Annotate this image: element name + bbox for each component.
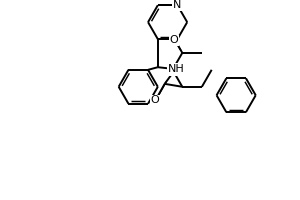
Text: N: N: [173, 0, 182, 10]
Text: O: O: [169, 35, 178, 45]
Text: NH: NH: [168, 64, 185, 74]
Text: O: O: [151, 95, 159, 105]
Text: O: O: [168, 65, 177, 75]
